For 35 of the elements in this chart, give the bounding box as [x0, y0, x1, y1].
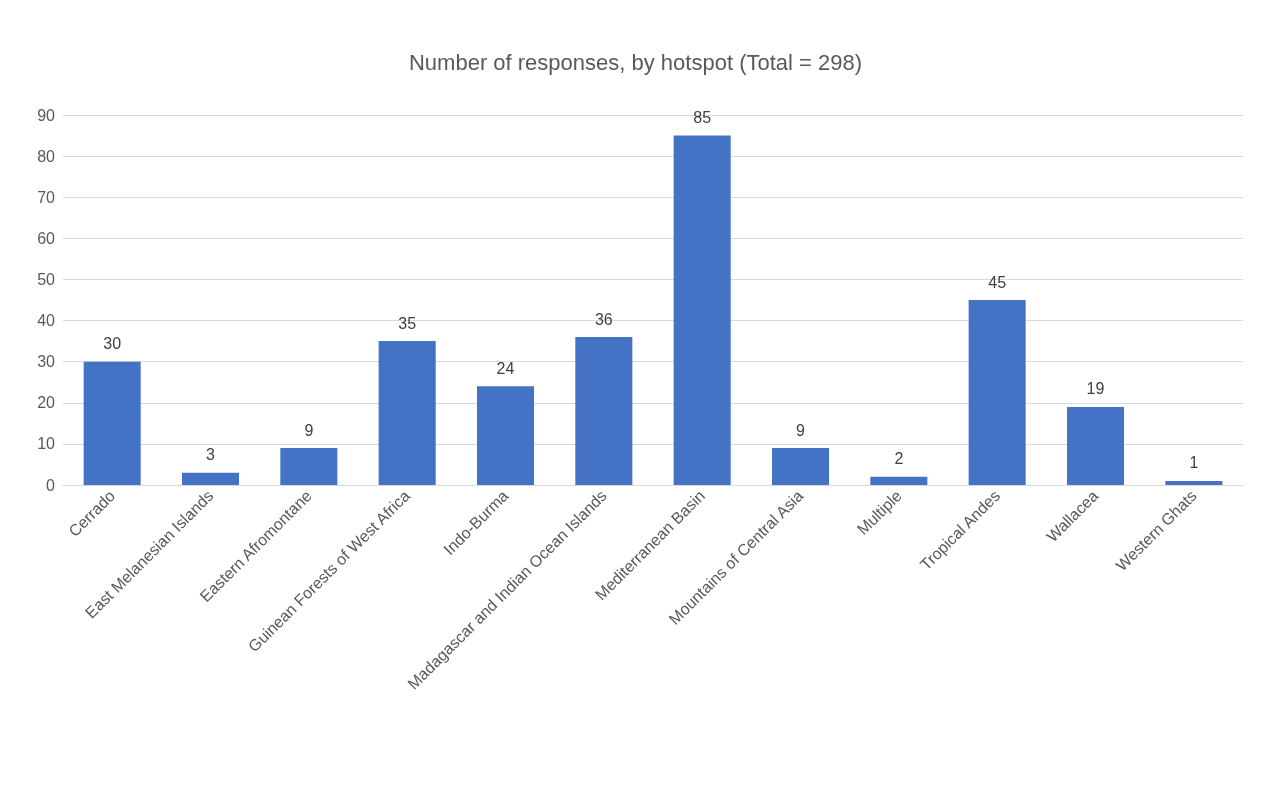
y-tick-label: 30 [37, 353, 56, 371]
bar [870, 476, 928, 485]
data-label: 45 [988, 273, 1007, 291]
y-tick-label: 50 [37, 270, 56, 288]
y-tick-label: 10 [37, 435, 56, 453]
y-tick-label: 70 [37, 188, 56, 206]
data-label: 19 [1086, 380, 1105, 398]
data-label: 1 [1189, 454, 1199, 472]
bar [1165, 480, 1223, 485]
data-label: 85 [693, 109, 712, 127]
bar [771, 448, 830, 485]
data-label: 24 [496, 359, 515, 377]
y-tick-label: 0 [46, 476, 56, 494]
data-label: 30 [103, 335, 122, 353]
bar [673, 135, 731, 485]
bar [476, 386, 535, 485]
bar [1066, 406, 1125, 485]
data-label: 35 [398, 314, 417, 332]
y-tick-label: 20 [37, 394, 56, 412]
bar [83, 361, 141, 485]
bar [575, 337, 633, 485]
y-tick-label: 60 [37, 229, 56, 247]
data-label: 3 [206, 446, 216, 464]
chart-title: Number of responses, by hotspot (Total = 298) [408, 49, 863, 75]
y-tick-label: 80 [37, 147, 56, 165]
data-label: 9 [796, 421, 806, 439]
y-tick-label: 40 [37, 312, 56, 330]
data-label: 2 [894, 450, 904, 468]
data-label: 9 [304, 421, 314, 439]
data-label: 36 [594, 310, 613, 328]
bar [181, 472, 240, 485]
bar [968, 300, 1026, 485]
bar [280, 448, 338, 485]
y-tick-label: 90 [37, 106, 56, 124]
bar [378, 341, 436, 485]
